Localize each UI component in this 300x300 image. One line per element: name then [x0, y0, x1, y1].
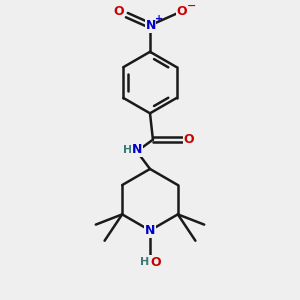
- Text: H: H: [123, 145, 132, 155]
- Text: H: H: [140, 257, 149, 267]
- Text: −: −: [187, 1, 196, 10]
- Text: N: N: [146, 19, 156, 32]
- Text: O: O: [176, 5, 187, 18]
- Text: O: O: [113, 5, 124, 18]
- Text: +: +: [155, 14, 164, 24]
- Text: N: N: [132, 143, 142, 156]
- Text: N: N: [145, 224, 155, 237]
- Text: O: O: [183, 133, 194, 146]
- Text: O: O: [150, 256, 160, 268]
